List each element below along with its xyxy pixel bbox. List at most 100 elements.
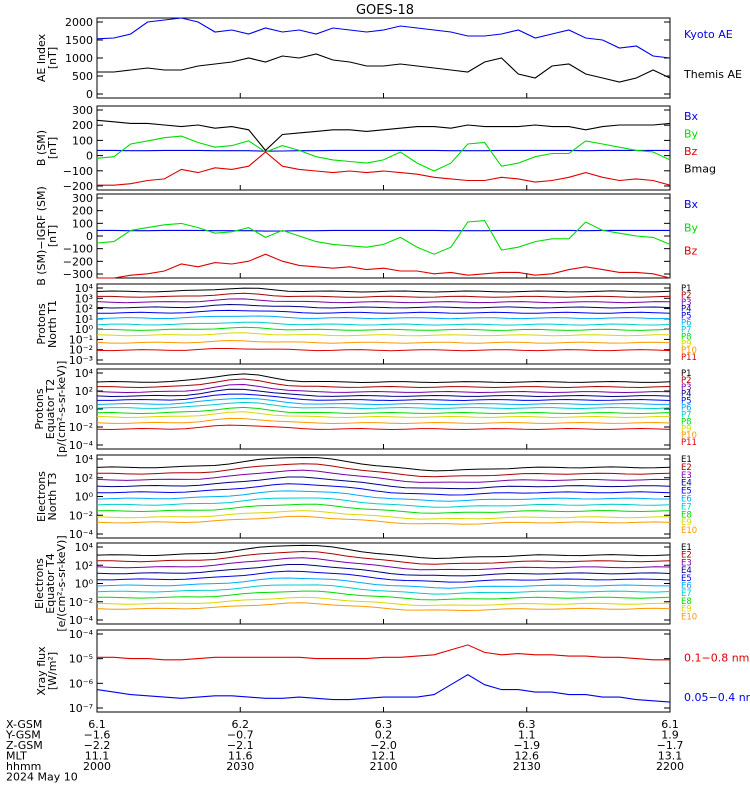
plot-title: GOES-18 (356, 3, 414, 18)
series-line-bmag (96, 119, 671, 152)
flux-line-e6 (96, 577, 670, 589)
legend-label: 0.05−0.4 nm (684, 691, 750, 704)
y-tick-label: −200 (63, 255, 93, 268)
footer-value: 2100 (370, 760, 398, 773)
flux-line-e9 (96, 596, 671, 607)
footer-value: 0.2 (375, 729, 393, 742)
channel-label: P1 (681, 369, 692, 379)
y-axis-label: Equator T2 (44, 379, 57, 439)
channel-label: P9 (681, 424, 692, 434)
y-tick-label: 0 (86, 88, 93, 101)
y-tick-label: 10² (75, 559, 93, 572)
y-axis-label: [nT] (46, 225, 59, 247)
flux-line-p6 (96, 315, 671, 320)
legend-label: Bx (684, 110, 699, 123)
y-tick-label: −200 (63, 180, 93, 193)
y-tick-label: 10¹ (75, 313, 93, 326)
channel-label: E8 (681, 510, 692, 520)
footer-value: −2.2 (84, 739, 111, 752)
panel-ae: 2000 1500 1000 500 0 AE Index[nT] Kyoto AE Them… (35, 16, 742, 101)
flux-line-e1 (96, 456, 671, 472)
y-tick-label: 2000 (65, 16, 93, 29)
y-axis-label: [p/(cm²-s-sr-keV)] (55, 361, 68, 458)
y-tick-label: −100 (63, 243, 93, 256)
footer-row-label: MLT (6, 750, 27, 763)
y-axis-label: Electrons (33, 558, 46, 609)
y-axis-label: Protons (35, 303, 48, 344)
channel-label: P4 (681, 390, 692, 400)
legend-label: Bx (684, 198, 699, 211)
channel-label: P2 (681, 291, 692, 301)
flux-line-e2 (97, 550, 671, 565)
y-tick-label: 0 (86, 150, 93, 163)
channel-label: E6 (681, 495, 692, 505)
footer-row-label: hhmm (6, 760, 41, 773)
flux-line-e8 (96, 590, 671, 601)
channel-label: E4 (681, 479, 692, 489)
y-tick-label: 10⁴ (75, 367, 94, 380)
footer-value: 12.1 (371, 750, 396, 763)
channel-label: E7 (681, 502, 692, 512)
y-axis-label: Xray flux (35, 646, 48, 696)
channel-label: P6 (681, 404, 692, 414)
panel-frame (96, 368, 671, 450)
y-axis-label: B (SM) (35, 130, 48, 166)
footer-value: 2000 (83, 760, 111, 773)
channel-label: E9 (681, 605, 692, 615)
y-tick-label: 10⁻⁵ (69, 653, 93, 666)
channel-label: E1 (681, 543, 692, 553)
flux-line-e5 (96, 483, 671, 496)
flux-line-p6 (96, 397, 670, 406)
flux-line-p11 (96, 348, 671, 352)
y-axis-label: [nT] (46, 137, 59, 159)
footer-value: 6.1 (88, 718, 106, 731)
flux-line-p9 (96, 332, 670, 337)
flux-line-p10 (96, 339, 671, 344)
y-tick-label: 10² (75, 385, 93, 398)
y-tick-label: 10⁻³ (69, 354, 93, 367)
y-tick-label: 10² (75, 472, 93, 485)
footer-value: −1.7 (657, 739, 684, 752)
y-tick-label: 10⁻⁴ (69, 439, 94, 452)
channel-label: E5 (681, 487, 692, 497)
footer-value: 6.3 (375, 718, 393, 731)
flux-line-p3 (96, 298, 671, 304)
y-tick-label: 10⁻⁷ (69, 702, 93, 715)
y-tick-label: 10⁰ (75, 578, 94, 591)
legend-label: Kyoto AE (684, 28, 733, 41)
flux-line-e2 (96, 463, 671, 478)
y-tick-label: 10⁴ (75, 453, 94, 466)
channel-label: E4 (681, 566, 692, 576)
footer-value: 6.2 (232, 718, 250, 731)
channel-label: E8 (681, 597, 692, 607)
channel-label: E10 (681, 612, 697, 622)
flux-line-p10 (96, 417, 671, 425)
legend-label: Themis AE (683, 68, 742, 81)
channel-label: P5 (681, 312, 692, 322)
series-line-themis-ae (97, 53, 671, 83)
flux-line-p3 (96, 383, 671, 394)
flux-line-e3 (96, 557, 671, 571)
flux-line-e1 (96, 544, 671, 560)
footer-value: −0.7 (227, 729, 254, 742)
flux-line-p8 (96, 326, 671, 331)
flux-line-p7 (96, 401, 671, 410)
y-tick-label: 300 (72, 192, 93, 205)
channel-label: P8 (681, 417, 692, 427)
y-tick-label: 10⁰ (75, 403, 94, 416)
footer-row-label: 2024 May 10 (6, 771, 78, 784)
panel-xray: 10⁻⁴ 10⁻⁵ 10⁻⁶ 10⁻⁷ Xray flux[W/m²] 0.1−0.8 n… (35, 628, 750, 715)
channel-label: E6 (681, 582, 692, 592)
channel-label: P9 (681, 339, 692, 349)
footer-value: 2130 (513, 760, 541, 773)
flux-line-e10 (96, 602, 671, 612)
channel-label: E7 (681, 589, 692, 599)
footer-value: 2200 (656, 760, 684, 773)
channel-label: E3 (681, 558, 692, 568)
flux-line-e8 (96, 503, 671, 514)
flux-line-p4 (96, 388, 671, 398)
